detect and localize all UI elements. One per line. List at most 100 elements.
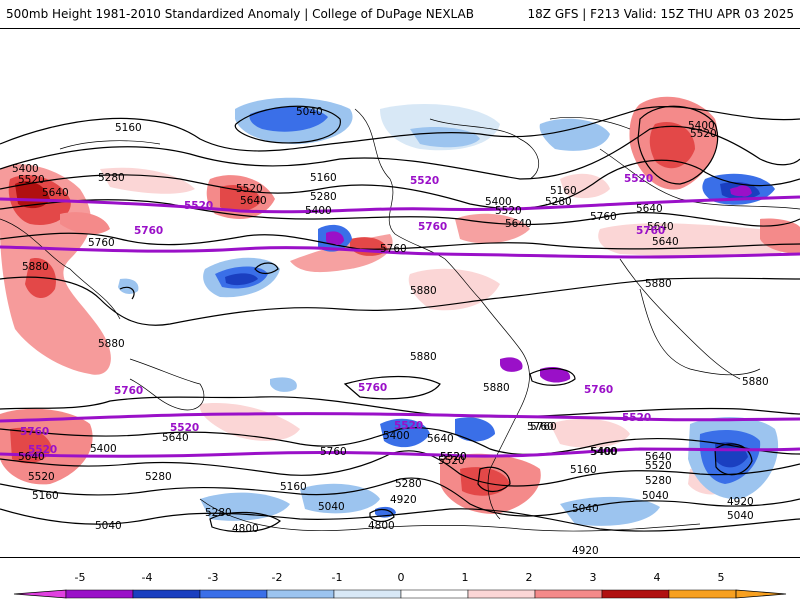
contour-label: 5640	[647, 221, 674, 233]
contour-label: 5520	[440, 451, 467, 463]
map-title: 500mb Height 1981-2010 Standardized Anom…	[6, 7, 474, 21]
contour-label: 5880	[98, 338, 125, 350]
contour-label: 5760	[20, 426, 49, 438]
colorbar-tick-label: -3	[207, 571, 219, 584]
contour-label: 4920	[390, 494, 417, 506]
contour-label: 4800	[232, 523, 259, 535]
colorbar-tick-label: 5	[717, 571, 725, 584]
contour-label: 5760	[114, 385, 143, 397]
contour-label: 5760	[636, 225, 665, 237]
contour-label: 5160	[115, 122, 142, 134]
colorbar-segment	[65, 589, 134, 599]
height-labels: 5040 5160 5400 5520 5640 5280 5520 5640 …	[12, 106, 769, 557]
reference-labels: 5520 5760 5520 5760 5520 5760 5760 5760 …	[20, 173, 665, 456]
contour-label: 4920	[727, 496, 754, 508]
contour-label: 5400	[12, 163, 39, 175]
contour-label: 5520	[438, 455, 465, 467]
contour-label: 5520	[28, 471, 55, 483]
reference-contours	[0, 185, 800, 458]
contour-label: 4920	[572, 545, 599, 557]
map-panel[interactable]: 5040 5160 5400 5520 5640 5280 5520 5640 …	[0, 28, 800, 558]
contour-label: 5160	[32, 490, 59, 502]
colorbar-tick-label: -1	[331, 571, 343, 584]
contour-label: 5160	[280, 481, 307, 493]
contour-label: 5640	[240, 195, 267, 207]
contour-label: 5160	[550, 185, 577, 197]
contour-label: 5880	[410, 285, 437, 297]
contour-label: 4800	[368, 520, 395, 532]
contour-label: 5640	[645, 451, 672, 463]
contour-label: 5640	[42, 187, 69, 199]
contour-label: 5520	[622, 412, 651, 424]
contour-label: 5520	[440, 451, 467, 463]
contour-label: 5760	[590, 211, 617, 223]
colorbar-segment	[199, 589, 268, 599]
colorbar-tick-label: 2	[525, 571, 533, 584]
contour-label: 5640	[652, 236, 679, 248]
model-run-info: 18Z GFS | F213 Valid: 15Z THU APR 03 202…	[527, 7, 794, 21]
contour-label: 5760	[584, 384, 613, 396]
contour-label: 5520	[236, 183, 263, 195]
contour-label: 5520	[184, 200, 213, 212]
contour-label: 5640	[18, 451, 45, 463]
anomaly-shading	[0, 96, 800, 526]
contour-label: 5160	[310, 172, 337, 184]
contour-label: 5880	[410, 351, 437, 363]
contour-label: 5760	[527, 421, 554, 433]
contour-label: 5520	[28, 444, 57, 456]
contour-label: 5400	[383, 430, 410, 442]
colorbar-graphic	[13, 589, 787, 599]
colorbar-segment	[467, 589, 536, 599]
colorbar-segment	[400, 589, 469, 599]
contour-label: 5280	[98, 172, 125, 184]
contour-label: 5520	[690, 128, 717, 140]
contour-label: 5400	[90, 443, 117, 455]
contour-label: 5040	[318, 501, 345, 513]
colorbar-segment	[333, 589, 402, 599]
header-bar: 500mb Height 1981-2010 Standardized Anom…	[0, 0, 800, 28]
contour-label: 5520	[624, 173, 653, 185]
contour-label: 5880	[483, 382, 510, 394]
contour-label: 5760	[320, 446, 347, 458]
colorbar-tick-label: -2	[271, 571, 283, 584]
contour-label: 5520	[170, 422, 199, 434]
contour-label: 5280	[205, 507, 232, 519]
contour-label: 5400	[591, 446, 618, 458]
contour-label: 5040	[572, 503, 599, 515]
contour-label: 5280	[395, 478, 422, 490]
colorbar-arrow-right	[735, 589, 787, 599]
contour-label: 5520	[394, 420, 423, 432]
colorbar-segment	[668, 589, 737, 599]
contour-label: 5640	[636, 203, 663, 215]
contour-label: 5760	[358, 382, 387, 394]
contour-label: 5040	[296, 106, 323, 118]
coastlines	[0, 108, 800, 532]
contour-label: 5640	[427, 433, 454, 445]
contour-label: 5880	[22, 261, 49, 273]
contour-label: 5040	[727, 510, 754, 522]
contour-label: 5520	[410, 175, 439, 187]
height-contours	[0, 105, 800, 533]
contour-label: 5760	[380, 243, 407, 255]
contour-label: 5640	[162, 432, 189, 444]
contour-label: 5280	[645, 475, 672, 487]
contour-label: 5520	[18, 174, 45, 186]
colorbar-legend: -5 -4 -3 -2 -1 0 1 2 3 4 5	[0, 566, 800, 600]
contour-label: 5160	[570, 464, 597, 476]
colorbar-segment	[534, 589, 603, 599]
contour-label: 5760	[530, 421, 557, 433]
colorbar-tick-label: 1	[461, 571, 469, 584]
contour-label: 5040	[642, 490, 669, 502]
contour-label: 5520	[495, 205, 522, 217]
contour-label: 5880	[645, 278, 672, 290]
contour-label: 5040	[95, 520, 122, 532]
contour-label: 5400	[688, 120, 715, 132]
contour-label: 5760	[134, 225, 163, 237]
contour-label: 5760	[88, 237, 115, 249]
colorbar-tick-label: -4	[141, 571, 153, 584]
contour-label: 5520	[645, 460, 672, 472]
colorbar-tick-label: 4	[653, 571, 661, 584]
anomaly-map[interactable]: 5040 5160 5400 5520 5640 5280 5520 5640 …	[0, 29, 800, 559]
colorbar-segment	[132, 589, 201, 599]
colorbar-tick-label: 0	[397, 571, 405, 584]
